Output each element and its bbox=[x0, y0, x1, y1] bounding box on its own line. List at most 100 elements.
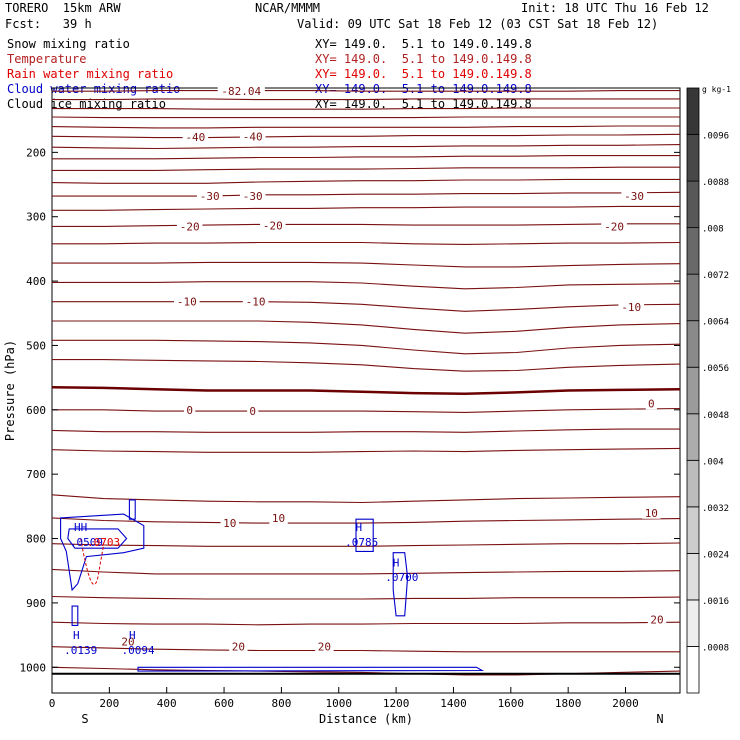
y-tick-label: 800 bbox=[26, 533, 46, 546]
cloud-water-label: .0785 bbox=[345, 536, 378, 549]
temperature-label: -82.04 bbox=[221, 85, 261, 98]
y-tick-label: 200 bbox=[26, 146, 46, 159]
temperature-label-bg bbox=[239, 189, 266, 203]
temperature-label-bg bbox=[260, 218, 286, 232]
temperature-label: 20 bbox=[650, 614, 663, 627]
x-tick-label: 600 bbox=[214, 697, 234, 710]
temperature-contour bbox=[52, 155, 680, 160]
temperature-label-bg bbox=[242, 294, 269, 308]
temperature-contour bbox=[52, 386, 680, 395]
temperature-contour bbox=[52, 646, 680, 653]
temperature-label: -20 bbox=[180, 220, 200, 233]
valid-time: Valid: 09 UTC Sat 18 Feb 12 (03 CST Sat … bbox=[297, 17, 659, 31]
colorbar-swatch bbox=[686, 459, 700, 508]
cloud-water-label: H bbox=[393, 556, 400, 569]
legend-cloud-ice-xy: XY= 149.0. 5.1 to 149.0.149.8 bbox=[315, 97, 532, 111]
temperature-label: -20 bbox=[604, 220, 624, 233]
temperature-contour bbox=[52, 144, 680, 150]
colorbar-tick-label: .0064 bbox=[702, 318, 729, 328]
temperature-label: 0 bbox=[249, 405, 256, 418]
temperature-label-bg bbox=[247, 404, 259, 418]
colorbar-swatch bbox=[686, 273, 700, 322]
colorbar-tick-label: .0016 bbox=[702, 597, 729, 607]
temperature-contour bbox=[52, 568, 680, 575]
y-tick-label: 600 bbox=[26, 404, 46, 417]
colorbar-tick-label: .0024 bbox=[702, 550, 729, 560]
temperature-label-bg bbox=[621, 189, 647, 203]
temperature-label: 0 bbox=[186, 404, 193, 417]
temperature-label: 10 bbox=[272, 512, 285, 525]
x-end-label-right: N bbox=[656, 712, 663, 726]
temperature-contour bbox=[52, 178, 680, 184]
temperature-label-bg bbox=[176, 219, 203, 233]
legend-cloud-water-xy: XY= 149.0. 5.1 to 149.0.149.8 bbox=[315, 82, 532, 96]
temperature-contour bbox=[52, 339, 680, 355]
colorbar-swatch bbox=[686, 366, 700, 415]
colorbar-tick-label: .008 bbox=[702, 225, 724, 235]
rain-water-label: .0703 bbox=[87, 536, 120, 549]
temperature-contour bbox=[52, 542, 680, 547]
cloud-water-label: .0139 bbox=[64, 644, 97, 657]
cloud-water-label: H bbox=[129, 629, 136, 642]
temperature-contour bbox=[52, 241, 680, 245]
temperature-label: 10 bbox=[645, 507, 658, 520]
colorbar-swatch bbox=[686, 413, 700, 461]
temperature-label: -40 bbox=[185, 131, 205, 144]
x-tick-label: 1800 bbox=[555, 697, 582, 710]
temperature-contour bbox=[52, 166, 680, 171]
temperature-contour bbox=[52, 517, 680, 524]
legend-cloud-water: Cloud water mixing ratio bbox=[7, 82, 181, 96]
y-tick-label: 400 bbox=[26, 275, 46, 288]
legend-rain-xy: XY= 149.0. 5.1 to 149.0.149.8 bbox=[315, 67, 532, 81]
colorbar-tick-label: .0056 bbox=[702, 364, 729, 374]
x-tick-label: 200 bbox=[99, 697, 119, 710]
temperature-label: 20 bbox=[121, 636, 134, 649]
temperature-label-bg bbox=[269, 510, 288, 524]
temperature-label-bg bbox=[229, 639, 248, 653]
temperature-label-bg bbox=[647, 612, 667, 626]
temperature-label: -10 bbox=[177, 296, 197, 309]
legend-snow: Snow mixing ratio bbox=[7, 37, 130, 51]
center-title: NCAR/MMMM bbox=[255, 1, 321, 15]
x-tick-label: 1400 bbox=[440, 697, 467, 710]
temperature-contour bbox=[52, 223, 680, 227]
temperature-contour bbox=[52, 261, 680, 268]
colorbar-swatch bbox=[686, 320, 700, 368]
colorbar-unit: g kg-1 bbox=[702, 85, 731, 94]
temperature-label: -10 bbox=[246, 296, 266, 309]
temperature-contour bbox=[52, 359, 680, 372]
temperature-label: 0 bbox=[648, 397, 655, 410]
temperature-contour bbox=[52, 428, 680, 433]
temperature-label: -30 bbox=[624, 190, 644, 203]
temperature-label-bg bbox=[642, 505, 661, 519]
x-end-label-left: S bbox=[81, 712, 88, 726]
cloud-water-label: .0700 bbox=[385, 571, 418, 584]
temperature-contour bbox=[52, 116, 680, 119]
x-tick-label: 1600 bbox=[498, 697, 525, 710]
temperature-label-bg bbox=[315, 639, 334, 653]
temperature-contour bbox=[52, 494, 680, 504]
temperature-contour bbox=[52, 90, 680, 92]
y-axis-label: Pressure (hPa) bbox=[3, 340, 17, 441]
temperature-label-bg bbox=[184, 402, 196, 416]
temperature-contour bbox=[52, 407, 680, 413]
colorbar-tick-label: .0032 bbox=[702, 504, 729, 514]
x-tick-label: 400 bbox=[157, 697, 177, 710]
cloud-water-contour bbox=[71, 605, 79, 626]
temperature-contour bbox=[52, 621, 680, 626]
temperature-label: 20 bbox=[318, 641, 331, 654]
temperature-label: -10 bbox=[621, 301, 641, 314]
y-tick-label: 300 bbox=[26, 211, 46, 224]
x-tick-label: 800 bbox=[271, 697, 291, 710]
temperature-label: 10 bbox=[223, 517, 236, 530]
temperature-contour bbox=[52, 133, 680, 139]
cloud-water-contour bbox=[128, 499, 136, 520]
temperature-contour bbox=[52, 447, 680, 453]
model-title: TORERO 15km ARW bbox=[5, 1, 121, 15]
plot-frame bbox=[51, 87, 681, 694]
x-tick-label: 0 bbox=[49, 697, 56, 710]
temperature-label-bg bbox=[217, 84, 265, 98]
colorbar-swatch bbox=[686, 506, 700, 554]
y-tick-label: 700 bbox=[26, 468, 46, 481]
temperature-contour bbox=[52, 125, 680, 129]
